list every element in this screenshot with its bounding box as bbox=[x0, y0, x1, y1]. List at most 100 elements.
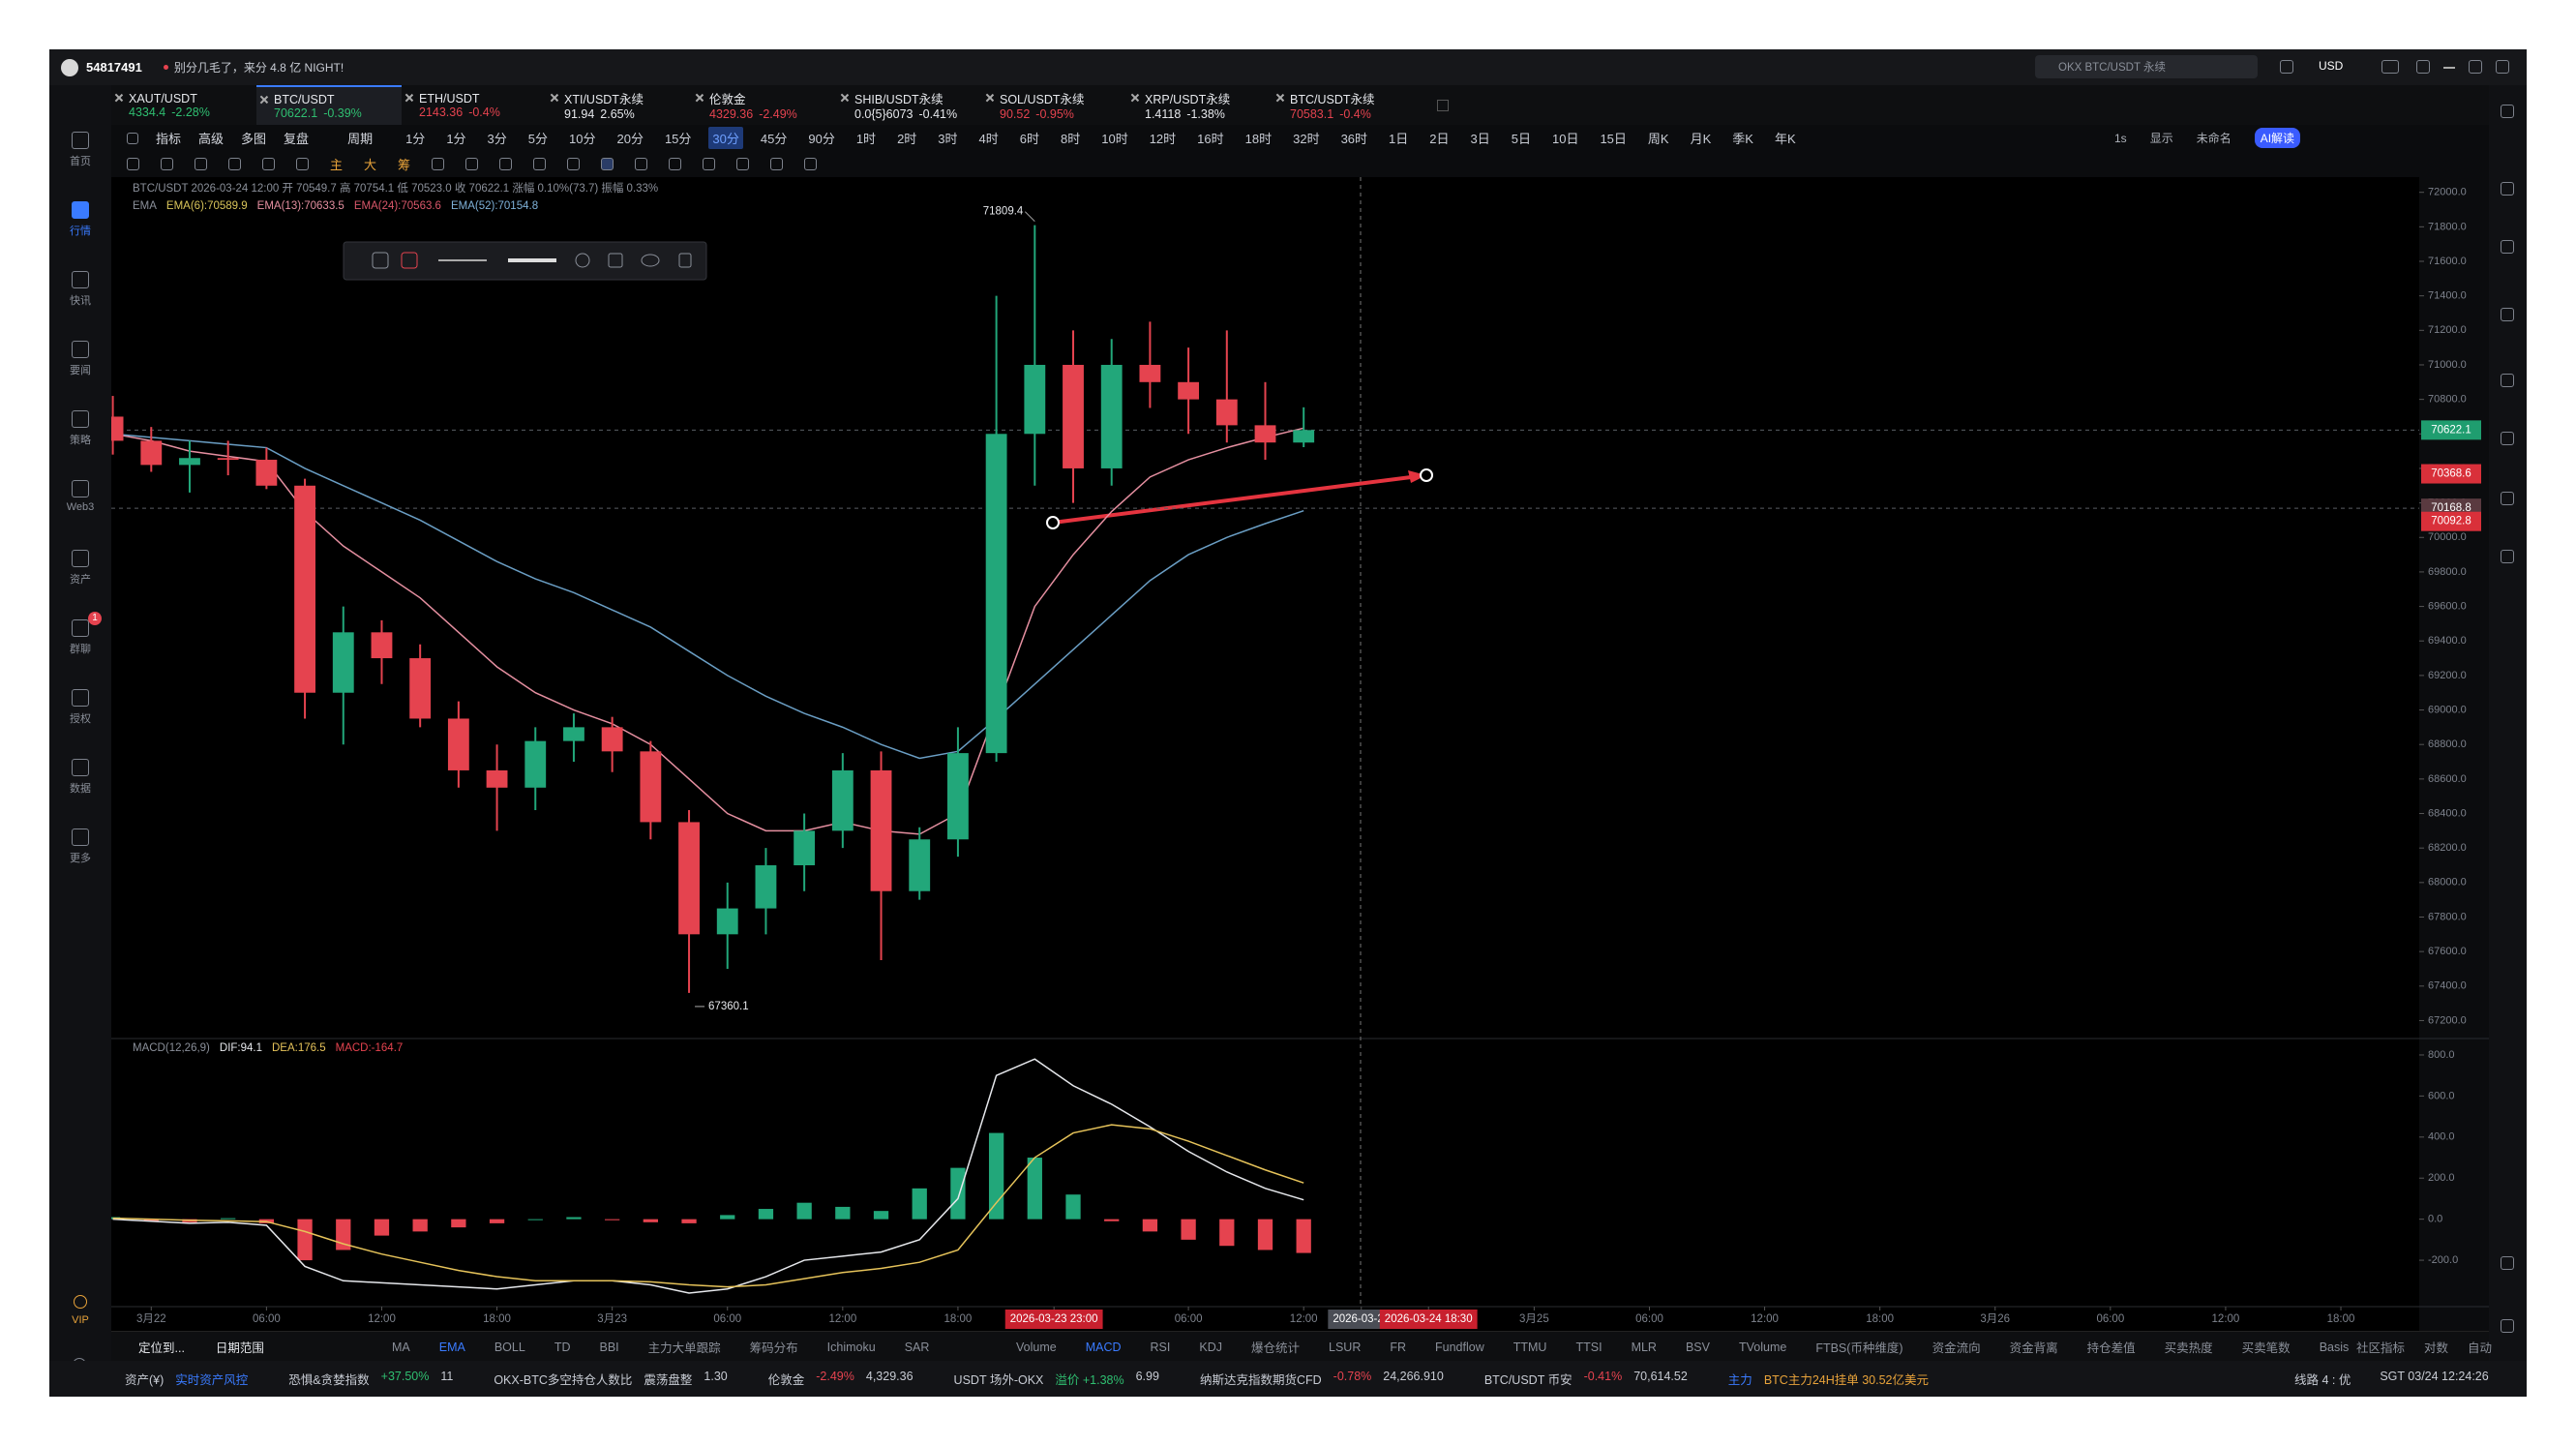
indicator-tab[interactable]: BBI bbox=[599, 1340, 619, 1354]
nav-icon[interactable] bbox=[72, 132, 89, 149]
menu[interactable]: 多图 bbox=[241, 132, 267, 146]
ticker-item[interactable]: USDT 场外-OKX bbox=[953, 1373, 1044, 1387]
indicator-tab[interactable]: 自动 bbox=[2468, 1341, 2493, 1355]
indicator-tab[interactable]: 持仓差值 bbox=[2086, 1341, 2136, 1355]
tool-icon[interactable] bbox=[804, 158, 818, 170]
indicator-tab[interactable]: 定位到... bbox=[138, 1341, 185, 1355]
interval[interactable]: 30分 bbox=[708, 127, 743, 149]
nav-icon[interactable] bbox=[72, 828, 89, 846]
currency[interactable]: USD bbox=[2319, 59, 2344, 73]
nav-label[interactable]: 数据 bbox=[70, 783, 91, 795]
trend-handle[interactable] bbox=[1046, 516, 1060, 529]
ticker-item[interactable]: -2.49% bbox=[816, 1370, 854, 1383]
indicator-tab[interactable]: TTMU bbox=[1513, 1340, 1547, 1354]
tool-icon[interactable] bbox=[161, 158, 173, 170]
indicator-tab[interactable]: TD bbox=[554, 1340, 571, 1354]
tool[interactable]: AI解读 bbox=[2254, 128, 2301, 148]
interval[interactable]: 5分 bbox=[527, 132, 549, 146]
side-icon[interactable] bbox=[2501, 374, 2514, 387]
trend-line-stroke[interactable] bbox=[1052, 473, 1427, 525]
vip-label[interactable]: VIP bbox=[72, 1314, 89, 1326]
indicator-tab[interactable]: 对数 bbox=[2424, 1341, 2449, 1355]
nav-icon[interactable] bbox=[72, 341, 89, 358]
symbol-tab[interactable]: BTC/USDT永续 70583.1 -0.4% bbox=[1273, 85, 1418, 125]
ticker-item[interactable]: 6.99 bbox=[1135, 1370, 1159, 1383]
indicator-tab[interactable]: RSI bbox=[1150, 1340, 1171, 1354]
ticker-item[interactable]: 恐惧&贪婪指数 bbox=[288, 1373, 370, 1387]
interval[interactable]: 1分 bbox=[446, 132, 466, 146]
side-icon[interactable] bbox=[2501, 1256, 2514, 1270]
interval[interactable]: 季K bbox=[1732, 132, 1753, 146]
tool-icon[interactable] bbox=[296, 158, 309, 170]
nav-label[interactable]: 快讯 bbox=[70, 295, 91, 307]
interval[interactable]: 10分 bbox=[569, 132, 596, 146]
symbol-tab[interactable]: SHIB/USDT永续 0.0{5}6073 -0.41% bbox=[837, 85, 982, 125]
symbol-tab[interactable]: XRP/USDT永续 1.4118 -1.38% bbox=[1127, 85, 1273, 125]
nav-icon[interactable] bbox=[72, 201, 89, 219]
nav-icon[interactable] bbox=[72, 550, 89, 567]
interval[interactable]: 3时 bbox=[938, 132, 958, 146]
interval[interactable]: 10时 bbox=[1101, 132, 1128, 146]
interval[interactable]: 年K bbox=[1774, 132, 1796, 146]
menu[interactable]: 高级 bbox=[198, 132, 225, 146]
ticker-item[interactable]: 24,266.910 bbox=[1383, 1370, 1444, 1383]
indicator-tab[interactable]: FTBS(币种维度) bbox=[1815, 1341, 1903, 1355]
indicator-tab[interactable]: TVolume bbox=[1738, 1340, 1787, 1354]
ticker-item[interactable]: 溢价 +1.38% bbox=[1055, 1373, 1124, 1387]
tool-icon[interactable] bbox=[465, 158, 479, 170]
ticker-item[interactable]: 4,329.36 bbox=[865, 1370, 914, 1383]
close-tab[interactable] bbox=[551, 94, 558, 102]
delete-icon[interactable] bbox=[678, 253, 692, 268]
interval[interactable]: 6时 bbox=[1019, 132, 1039, 146]
symbol-tab[interactable]: XAUT/USDT 4334.4 -2.28% bbox=[111, 85, 256, 125]
tool-icon[interactable] bbox=[575, 253, 590, 268]
notice[interactable]: 别分几毛了，来分 4.8 亿 NIGHT! bbox=[173, 61, 344, 75]
ticker-item[interactable]: 1.30 bbox=[704, 1370, 728, 1383]
tool-icon[interactable] bbox=[533, 158, 547, 170]
tool-icon[interactable] bbox=[703, 158, 716, 170]
nav-icon[interactable] bbox=[72, 689, 89, 707]
side-icon[interactable] bbox=[2501, 308, 2514, 321]
side-icon[interactable] bbox=[2501, 240, 2514, 254]
close-tab[interactable] bbox=[696, 94, 704, 102]
indicator-tab[interactable]: 资金背离 bbox=[2009, 1341, 2058, 1355]
interval[interactable]: 2时 bbox=[897, 132, 917, 146]
nav-label[interactable]: Web3 bbox=[66, 501, 95, 513]
tool-icon[interactable] bbox=[635, 158, 648, 170]
side-icon[interactable] bbox=[2501, 432, 2514, 445]
ticker-item[interactable]: 70,614.52 bbox=[1633, 1370, 1688, 1383]
indicator-tab[interactable]: BSV bbox=[1685, 1340, 1710, 1354]
close-tab[interactable] bbox=[260, 96, 268, 104]
close-tab[interactable] bbox=[1276, 94, 1284, 102]
interval[interactable]: 15分 bbox=[664, 132, 692, 146]
nav-icon[interactable] bbox=[72, 619, 89, 637]
indicator-tab[interactable]: Ichimoku bbox=[826, 1340, 876, 1354]
interval[interactable]: 15日 bbox=[1600, 132, 1627, 146]
ticker-item[interactable]: 震荡盘整 bbox=[644, 1373, 693, 1387]
trend-handle[interactable] bbox=[1420, 468, 1433, 482]
close-tab[interactable] bbox=[1131, 94, 1139, 102]
tool-icon[interactable] bbox=[567, 158, 581, 170]
tool-icon[interactable] bbox=[127, 158, 139, 170]
side-icon[interactable] bbox=[2501, 550, 2514, 563]
tool[interactable]: 1s bbox=[2114, 131, 2127, 145]
indicator-tab[interactable]: TTSI bbox=[1575, 1340, 1603, 1354]
side-icon[interactable] bbox=[2501, 105, 2514, 118]
close-tab[interactable] bbox=[405, 94, 413, 102]
lock-icon[interactable] bbox=[608, 253, 623, 268]
nav-label[interactable]: 首页 bbox=[70, 156, 91, 167]
nav-icon[interactable] bbox=[72, 480, 89, 497]
close-tab[interactable] bbox=[841, 94, 849, 102]
interval[interactable]: 3分 bbox=[487, 132, 507, 146]
interval[interactable]: 12时 bbox=[1149, 132, 1177, 146]
indicator-tab[interactable]: 买卖热度 bbox=[2164, 1341, 2213, 1355]
tool[interactable]: 显示 bbox=[2149, 132, 2173, 145]
ticker-item[interactable]: BTC/USDT 币安 bbox=[1483, 1373, 1573, 1387]
indicator-tab[interactable]: MLR bbox=[1631, 1340, 1657, 1354]
vip-icon[interactable] bbox=[74, 1295, 87, 1309]
side-icon[interactable] bbox=[2501, 182, 2514, 196]
nav-icon[interactable] bbox=[72, 271, 89, 288]
user-id[interactable]: 54817491 bbox=[86, 60, 142, 75]
mail-icon[interactable] bbox=[2381, 60, 2399, 74]
indicator-tab[interactable]: Volume bbox=[1016, 1340, 1057, 1354]
